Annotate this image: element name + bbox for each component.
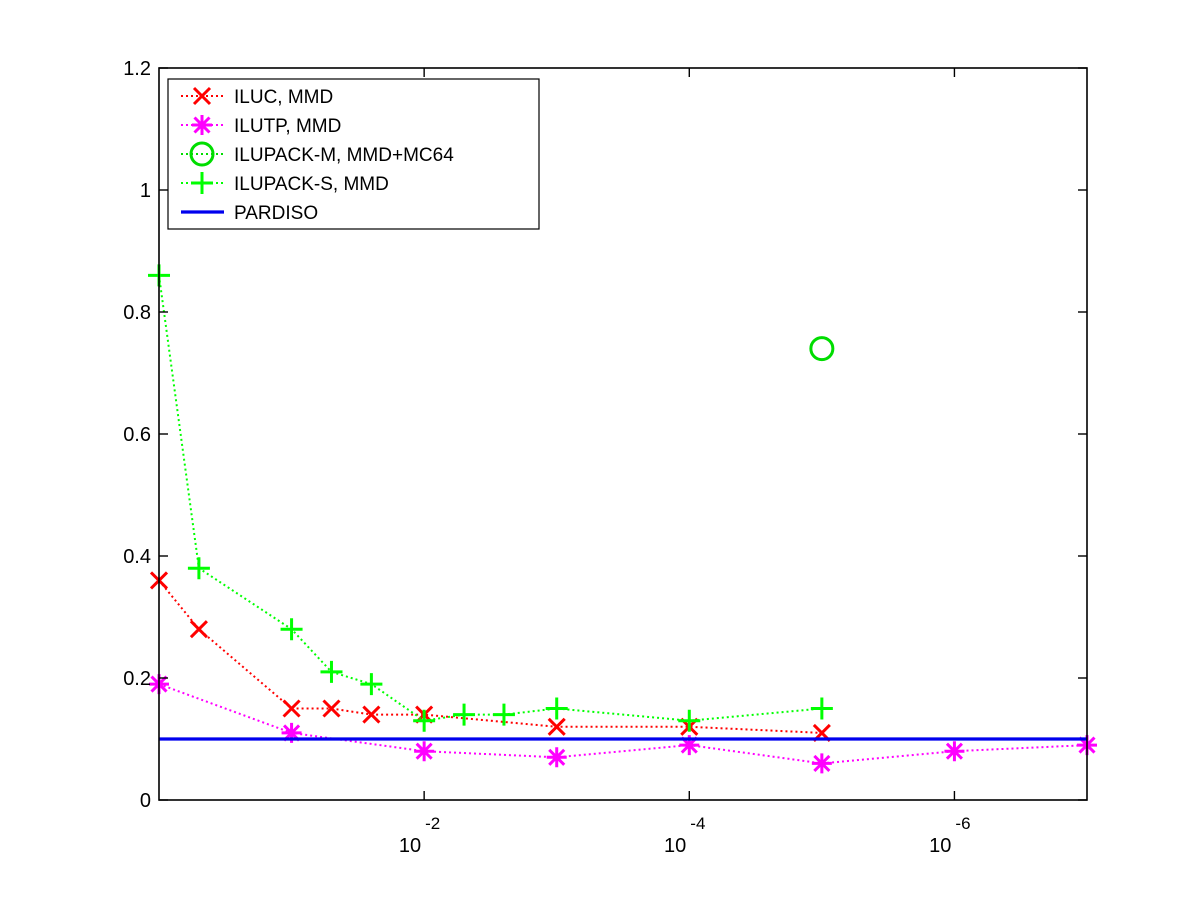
legend-marker-ilupack-s-mmd (191, 172, 213, 194)
y-tick-label: 1 (140, 180, 151, 202)
y-tick-label: 0.6 (123, 424, 151, 446)
legend-label-iluc-mmd: ILUC, MMD (234, 87, 333, 108)
x-tick-label-base: 10 (929, 835, 951, 857)
y-tick-label: 0.8 (123, 302, 151, 324)
legend-box (167, 78, 540, 230)
series-ilupack-m-mmd-mc64 (809, 336, 835, 362)
data-point-ilutp-mmd-3 (546, 747, 567, 768)
data-point-ilupack-s-mmd-10 (810, 697, 833, 720)
y-tick-label: 1.2 (123, 58, 151, 80)
data-point-iluc-mmd-2 (282, 699, 301, 718)
series-ilupack-s-mmd (148, 264, 833, 732)
series-line-ilutp-mmd (158, 683, 1088, 765)
legend-marker-ilupack-m-mmd-mc64 (189, 141, 215, 167)
data-point-ilupack-s-mmd-8 (545, 697, 568, 720)
tick-layer: 00.20.40.60.811.210-210-410-6 (123, 58, 1087, 857)
legend-label-pardiso: PARDISO (234, 203, 318, 224)
x-tick-label-base: 10 (664, 835, 686, 857)
x-tick-label-exponent: -6 (955, 814, 970, 833)
data-point-ilupack-s-mmd-2 (280, 618, 303, 641)
data-point-iluc-mmd-1 (189, 620, 208, 639)
data-point-ilupack-s-mmd-7 (492, 703, 515, 726)
data-point-ilupack-s-mmd-9 (678, 709, 701, 732)
legend-label-ilupack-s-mmd: ILUPACK-S, MMD (234, 174, 389, 195)
data-point-ilupack-m-mmd-mc64-0 (809, 336, 835, 362)
data-point-ilupack-s-mmd-3 (320, 660, 343, 683)
data-point-ilutp-mmd-6 (944, 741, 965, 762)
legend-marker-iluc-mmd (192, 86, 212, 106)
legend: ILUC, MMD ILUTP, MMD ILUPACK-M, MMD+MC64 IL… (167, 78, 540, 230)
data-point-ilutp-mmd-5 (811, 753, 832, 774)
data-point-ilutp-mmd-4 (679, 735, 700, 756)
legend-label-ilutp-mmd: ILUTP, MMD (234, 116, 341, 137)
data-point-ilupack-s-mmd-5 (413, 709, 436, 732)
legend-label-ilupack-m-mmd-mc64: ILUPACK-M, MMD+MC64 (234, 145, 454, 166)
x-tick-label-exponent: -2 (425, 814, 440, 833)
data-point-iluc-mmd-4 (362, 705, 381, 724)
x-tick-label-base: 10 (399, 835, 421, 857)
x-tick-label-exponent: -4 (690, 814, 705, 833)
data-point-iluc-mmd-6 (547, 717, 566, 736)
data-point-ilupack-s-mmd-6 (453, 703, 476, 726)
data-point-ilutp-mmd-1 (281, 722, 302, 743)
y-tick-label: 0.2 (123, 668, 151, 690)
data-point-ilutp-mmd-2 (414, 741, 435, 762)
y-tick-label: 0 (140, 790, 151, 812)
data-point-ilupack-s-mmd-1 (187, 557, 210, 580)
data-point-ilupack-s-mmd-4 (360, 673, 383, 696)
y-tick-label: 0.4 (123, 546, 151, 568)
data-point-iluc-mmd-3 (322, 699, 341, 718)
legend-marker-ilutp-mmd (192, 115, 212, 135)
